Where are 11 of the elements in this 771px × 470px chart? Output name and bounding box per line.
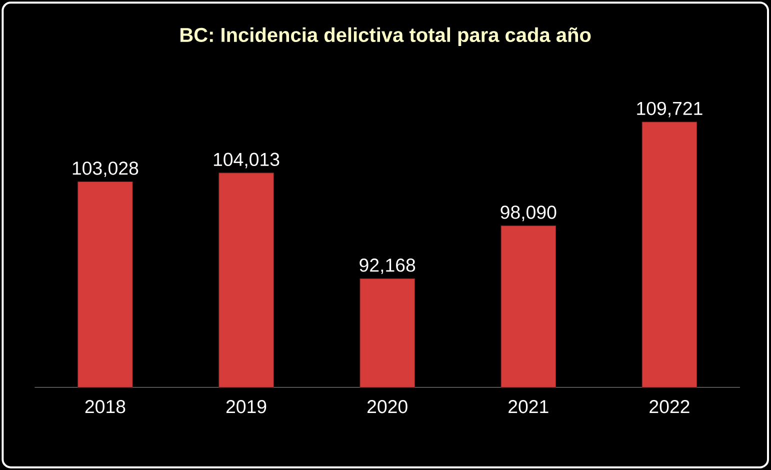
- x-tick-label: 2019: [226, 400, 266, 414]
- x-tick-label: 2022: [650, 400, 690, 414]
- data-label: 109,721: [637, 102, 702, 118]
- x-tick-label: 2021: [508, 400, 548, 414]
- data-label: 92,168: [360, 258, 416, 274]
- data-label: 103,028: [72, 162, 138, 178]
- chart-title: BC: Incidencia delictiva total para cada año: [180, 27, 591, 46]
- x-tick-label: 2020: [368, 400, 408, 414]
- data-label: 104,013: [214, 152, 280, 168]
- x-tick-label: 2018: [85, 400, 126, 414]
- data-label: 98,090: [500, 206, 556, 222]
